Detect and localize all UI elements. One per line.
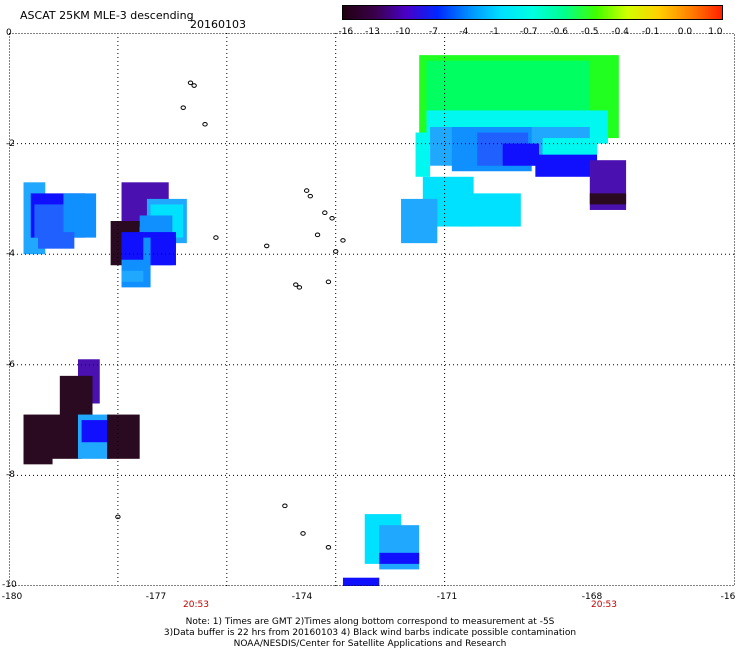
time-label: 20:53 [591,600,617,610]
island-outline [191,83,197,88]
colorbar-label: -0.6 [550,27,568,37]
island-outline [282,503,288,509]
island-outline [264,243,270,249]
x-tick-label: -168 [581,592,603,602]
colorbar-label: -4 [459,27,469,37]
colorbar-label: 0.0 [677,27,693,37]
island-outline [322,210,328,216]
island-outline [293,282,299,287]
island-outline [296,285,303,290]
island-outline [325,279,332,285]
island-outline [180,105,186,110]
wind-swath-cell [426,60,590,116]
x-tick-label: -171 [436,592,458,602]
y-tick-label: -10 [2,580,17,590]
island-outline [314,232,321,238]
wind-swath-cell [23,414,82,459]
colorbar-gradient [343,6,722,19]
footnote-line-2: 3)Data buffer is 22 hrs from 20160103 4)… [163,628,577,638]
y-tick-label: -6 [6,360,15,370]
x-tick-label: -16 [720,592,736,602]
island-outline [115,514,121,520]
colorbar-label: -7 [428,27,438,37]
island-outline [329,215,335,221]
plot-frame [9,33,735,586]
y-tick-label: -4 [6,249,15,259]
island-outline [303,188,310,193]
wind-swath-cell [81,420,108,443]
island-outline [202,121,208,127]
island-outline [307,193,313,199]
colorbar [342,5,723,20]
colorbar-labels: -16 -13 -10 -7 -4 -1 -0.7 -0.6 -0.5 -0.4… [338,27,723,39]
island-outline [340,238,346,243]
wind-swath-cell [23,453,53,465]
colorbar-label: -13 [365,27,380,37]
x-tick-label: -177 [145,592,167,602]
wind-swath-cell [415,132,431,177]
footnote-credit: NOAA/NESDIS/Center for Satellite Applica… [233,639,507,649]
island-outline [213,235,219,240]
wind-swath-cell [342,577,380,586]
colorbar-label: -10 [395,27,411,37]
y-tick-label: -2 [6,139,15,149]
x-tick-label: -174 [291,592,313,602]
colorbar-label: -1 [489,27,499,37]
y-tick-label: -8 [6,470,15,480]
colorbar-label: -16 [338,27,354,37]
colorbar-label: 1.0 [708,27,723,37]
wind-swath-cell [38,232,75,249]
island-outline [187,80,194,86]
map-plot-area [9,33,735,586]
chart-date: 20160103 [190,18,246,31]
wind-swath-cell [401,198,438,244]
wind-swath-cell [379,552,420,564]
x-tick-label: -180 [1,592,23,602]
colorbar-label: -0.5 [580,27,599,37]
colorbar-label: -0.4 [611,27,629,37]
wind-swath-cell [502,143,539,166]
colorbar-label: -0.7 [519,27,538,37]
colorbar-label: -0.1 [641,27,660,37]
y-tick-label: 0 [6,28,12,38]
wind-swath-cell [535,154,598,177]
wind-swath-cell [121,232,144,260]
island-outline [325,544,332,550]
wind-swath-cell [121,270,144,282]
island-outline [300,531,306,536]
wind-swath-cell [589,193,627,205]
time-label: 20:53 [183,600,209,610]
wind-swath-cell [63,193,97,238]
footnote-line-1: Note: 1) Times are GMT 2)Times along bot… [185,617,555,627]
wind-swath-cell [107,414,140,459]
chart-title: ASCAT 25KM MLE-3 descending [20,9,194,22]
island-outline [333,249,339,254]
map-canvas [9,33,735,586]
wind-swath-cell [459,193,521,227]
